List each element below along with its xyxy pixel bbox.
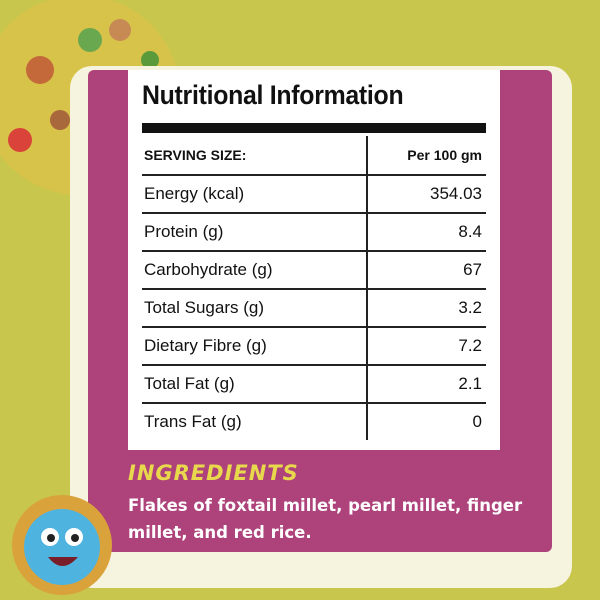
- header-cell: SERVING SIZE:: [142, 136, 367, 176]
- value-cell: 7.2: [366, 327, 486, 366]
- mascot: [12, 495, 112, 595]
- nutrition-table: SERVING SIZE: Per 100 gm Energy (kcal) 354.…: [142, 136, 486, 440]
- nutrient-cell: Protein (g): [142, 213, 367, 252]
- table-row: Dietary Fibre (g) 7.2: [142, 327, 486, 366]
- nutrient-cell: Carbohydrate (g): [142, 251, 367, 290]
- title: Nutritional Information: [142, 80, 404, 110]
- nutrient-cell: Total Fat (g): [142, 365, 367, 404]
- ingredients-text: Flakes of foxtail millet, pearl millet, …: [128, 496, 523, 542]
- nutrient-cell: Total Sugars (g): [142, 289, 367, 328]
- divider: [142, 123, 486, 133]
- value-cell: 354.03: [366, 175, 486, 214]
- nutrient-cell: Dietary Fibre (g): [142, 327, 367, 366]
- value-cell: 0: [366, 403, 486, 440]
- nutrient-cell: Trans Fat (g): [144, 412, 242, 431]
- ingredients-title: INGREDIENTS: [128, 461, 299, 485]
- table-row: Carbohydrate (g) 67: [142, 251, 486, 290]
- value-cell: 3.2: [366, 289, 486, 328]
- table-row: Total Sugars (g) 3.2: [142, 289, 486, 328]
- header-cell: Per 100 gm: [366, 136, 486, 176]
- table-row: Total Fat (g) 2.1: [142, 365, 486, 404]
- value-cell: 8.4: [366, 213, 486, 252]
- table-row: Protein (g) 8.4: [142, 213, 486, 252]
- value-cell: 2.1: [366, 365, 486, 404]
- table-header: SERVING SIZE: Per 100 gm: [142, 136, 486, 176]
- value-cell: 67: [366, 251, 486, 290]
- table-row: Trans Fat (g) 0: [142, 403, 486, 440]
- nutrient-cell: Energy (kcal): [142, 175, 367, 214]
- table-row: Energy (kcal) 354.03: [142, 175, 486, 214]
